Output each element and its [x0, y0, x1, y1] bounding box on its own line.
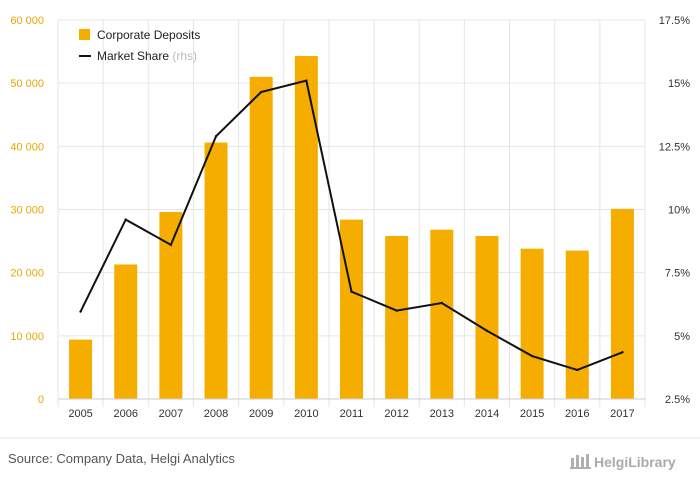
point-market-share [79, 310, 82, 313]
point-market-share [530, 354, 534, 358]
legend-label-market-share: Market Share (rhs) [97, 49, 197, 63]
point-market-share [440, 301, 444, 305]
y-tick-label-right: 12.5% [659, 141, 690, 153]
bar-corporate-deposits [114, 264, 138, 399]
x-tick-label: 2013 [430, 408, 454, 420]
point-market-share [214, 135, 218, 138]
point-market-share [305, 79, 308, 82]
bar-corporate-deposits [249, 76, 273, 399]
x-tick-label: 2006 [113, 408, 137, 420]
x-tick-label: 2016 [565, 408, 589, 420]
y-tick-label-left: 60 000 [10, 15, 44, 27]
bar-corporate-deposits [159, 212, 183, 399]
x-tick-label: 2005 [68, 408, 92, 420]
source-note: Source: Company Data, Helgi Analytics [8, 451, 235, 466]
legend-label-corporate-deposits: Corporate Deposits [97, 28, 200, 42]
bar-corporate-deposits [610, 208, 634, 399]
x-tick-label: 2017 [610, 408, 634, 420]
legend: Corporate Deposits Market Share (rhs) [79, 28, 200, 63]
x-tick-label: 2015 [520, 408, 544, 420]
x-tick-label: 2012 [384, 408, 408, 420]
axes: 0 10 000 20 000 30 000 40 000 50 000 60 000 2.5… [10, 15, 690, 420]
bar-series-corporate-deposits [69, 56, 634, 399]
point-market-share [259, 90, 263, 94]
library-icon [570, 454, 591, 469]
y-tick-label-left: 20 000 [10, 268, 44, 280]
point-market-share [350, 290, 353, 293]
y-tick-label-right: 2.5% [665, 394, 690, 406]
y-tick-label-right: 10% [668, 205, 690, 217]
bar-corporate-deposits [294, 56, 318, 399]
bar-corporate-deposits [340, 219, 363, 399]
legend-label-rhs: (rhs) [172, 49, 197, 63]
x-tick-label: 2011 [340, 408, 364, 420]
y-tick-label-left: 0 [38, 394, 44, 406]
y-tick-label-right: 5% [674, 331, 690, 343]
x-tick-label: 2007 [159, 408, 183, 420]
brand-name: HelgiLibrary [594, 454, 676, 470]
point-market-share [576, 368, 579, 372]
x-tick-label: 2008 [204, 408, 228, 420]
y-tick-label-left: 40 000 [10, 141, 44, 153]
bar-corporate-deposits [385, 236, 409, 399]
y-tick-label-right: 15% [668, 78, 690, 90]
bar-corporate-deposits [475, 236, 499, 399]
y-tick-label-left: 10 000 [10, 331, 44, 343]
bar-corporate-deposits [69, 339, 93, 399]
point-market-share [169, 243, 173, 247]
x-tick-label: 2010 [294, 408, 318, 420]
point-market-share [485, 329, 489, 332]
point-market-share [621, 351, 624, 354]
y-tick-label-left: 50 000 [10, 78, 44, 90]
line-series-market-share [79, 79, 624, 372]
bar-corporate-deposits [565, 250, 589, 399]
point-market-share [124, 218, 127, 221]
bar-corporate-deposits [204, 142, 228, 399]
point-market-share [395, 309, 398, 312]
y-tick-label-right: 17.5% [659, 15, 690, 27]
y-tick-label-right: 7.5% [665, 268, 690, 280]
brand-logo: HelgiLibrary [570, 454, 676, 470]
bar-corporate-deposits [430, 229, 454, 399]
x-tick-label: 2009 [249, 408, 273, 420]
bar-corporate-deposits [520, 248, 544, 399]
y-tick-label-left: 30 000 [10, 205, 44, 217]
x-tick-label: 2014 [475, 408, 499, 420]
gridlines [57, 19, 646, 407]
legend-swatch-corporate-deposits [79, 29, 90, 40]
